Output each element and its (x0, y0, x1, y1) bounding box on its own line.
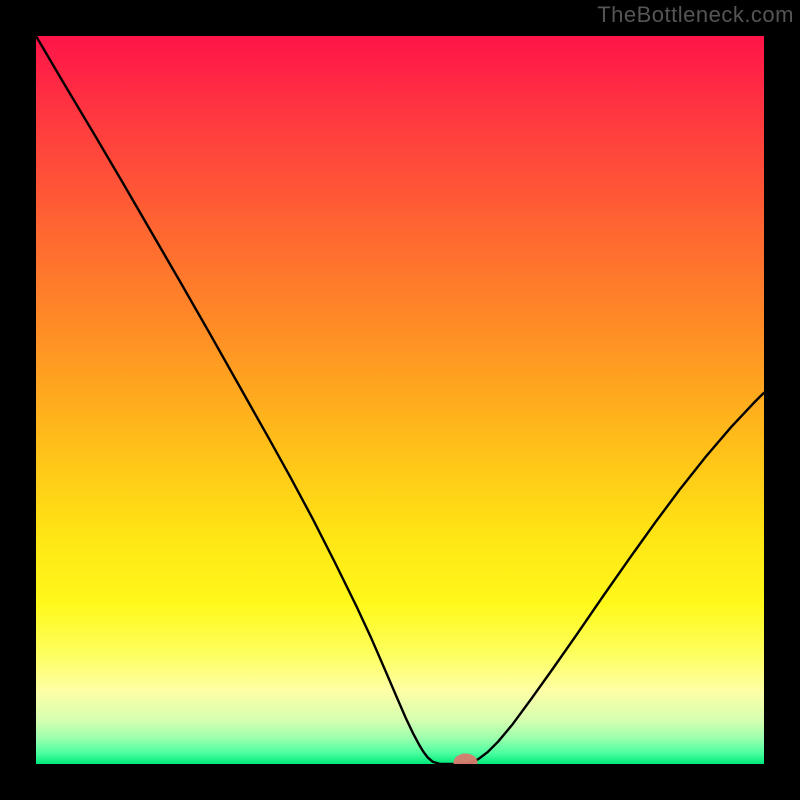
optimum-marker (36, 36, 764, 764)
chart-frame: TheBottleneck.com (0, 0, 800, 800)
source-watermark: TheBottleneck.com (597, 2, 794, 28)
plot-area (36, 36, 764, 764)
